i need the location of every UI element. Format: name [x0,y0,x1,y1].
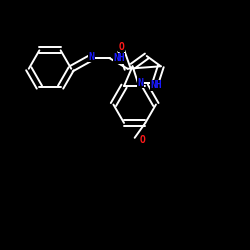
Text: NH: NH [151,80,162,90]
Text: O: O [139,135,145,145]
Text: N: N [89,52,94,62]
Text: N: N [138,78,143,88]
Text: O: O [118,42,124,52]
Text: NH: NH [113,53,125,63]
